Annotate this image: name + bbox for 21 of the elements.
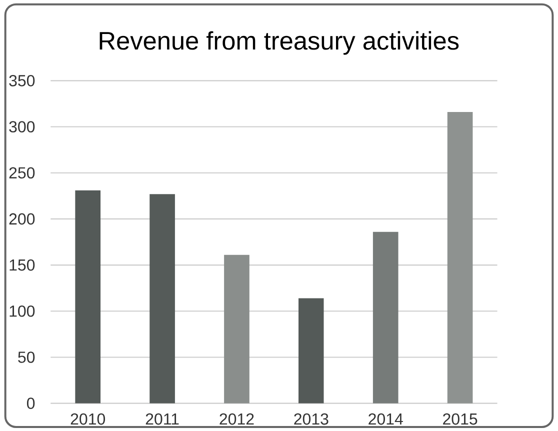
x-tick-label: 2010 (70, 413, 106, 425)
x-tick-label: 2015 (443, 413, 478, 425)
y-tick-label: 250 (9, 167, 35, 179)
bar (150, 194, 175, 404)
y-tick-label: 100 (10, 305, 35, 317)
chart-title: Revenue from treasury activities (100, 31, 459, 55)
x-tick-label: 2011 (146, 413, 179, 425)
bar (447, 112, 473, 404)
bar (75, 190, 101, 404)
y-tick-label: 200 (9, 213, 35, 225)
bar (372, 232, 398, 404)
x-tick-label: 2014 (368, 413, 403, 425)
y-tick-label: 50 (18, 352, 35, 363)
y-tick-label: 300 (9, 121, 35, 132)
bar (224, 254, 250, 404)
x-tick-label: 2012 (220, 413, 254, 425)
y-tick-label: 350 (9, 75, 35, 86)
y-tick-label: 0 (26, 398, 35, 409)
bar (298, 298, 324, 404)
x-tick-label: 2013 (294, 413, 328, 425)
y-tick-label: 150 (10, 259, 35, 271)
